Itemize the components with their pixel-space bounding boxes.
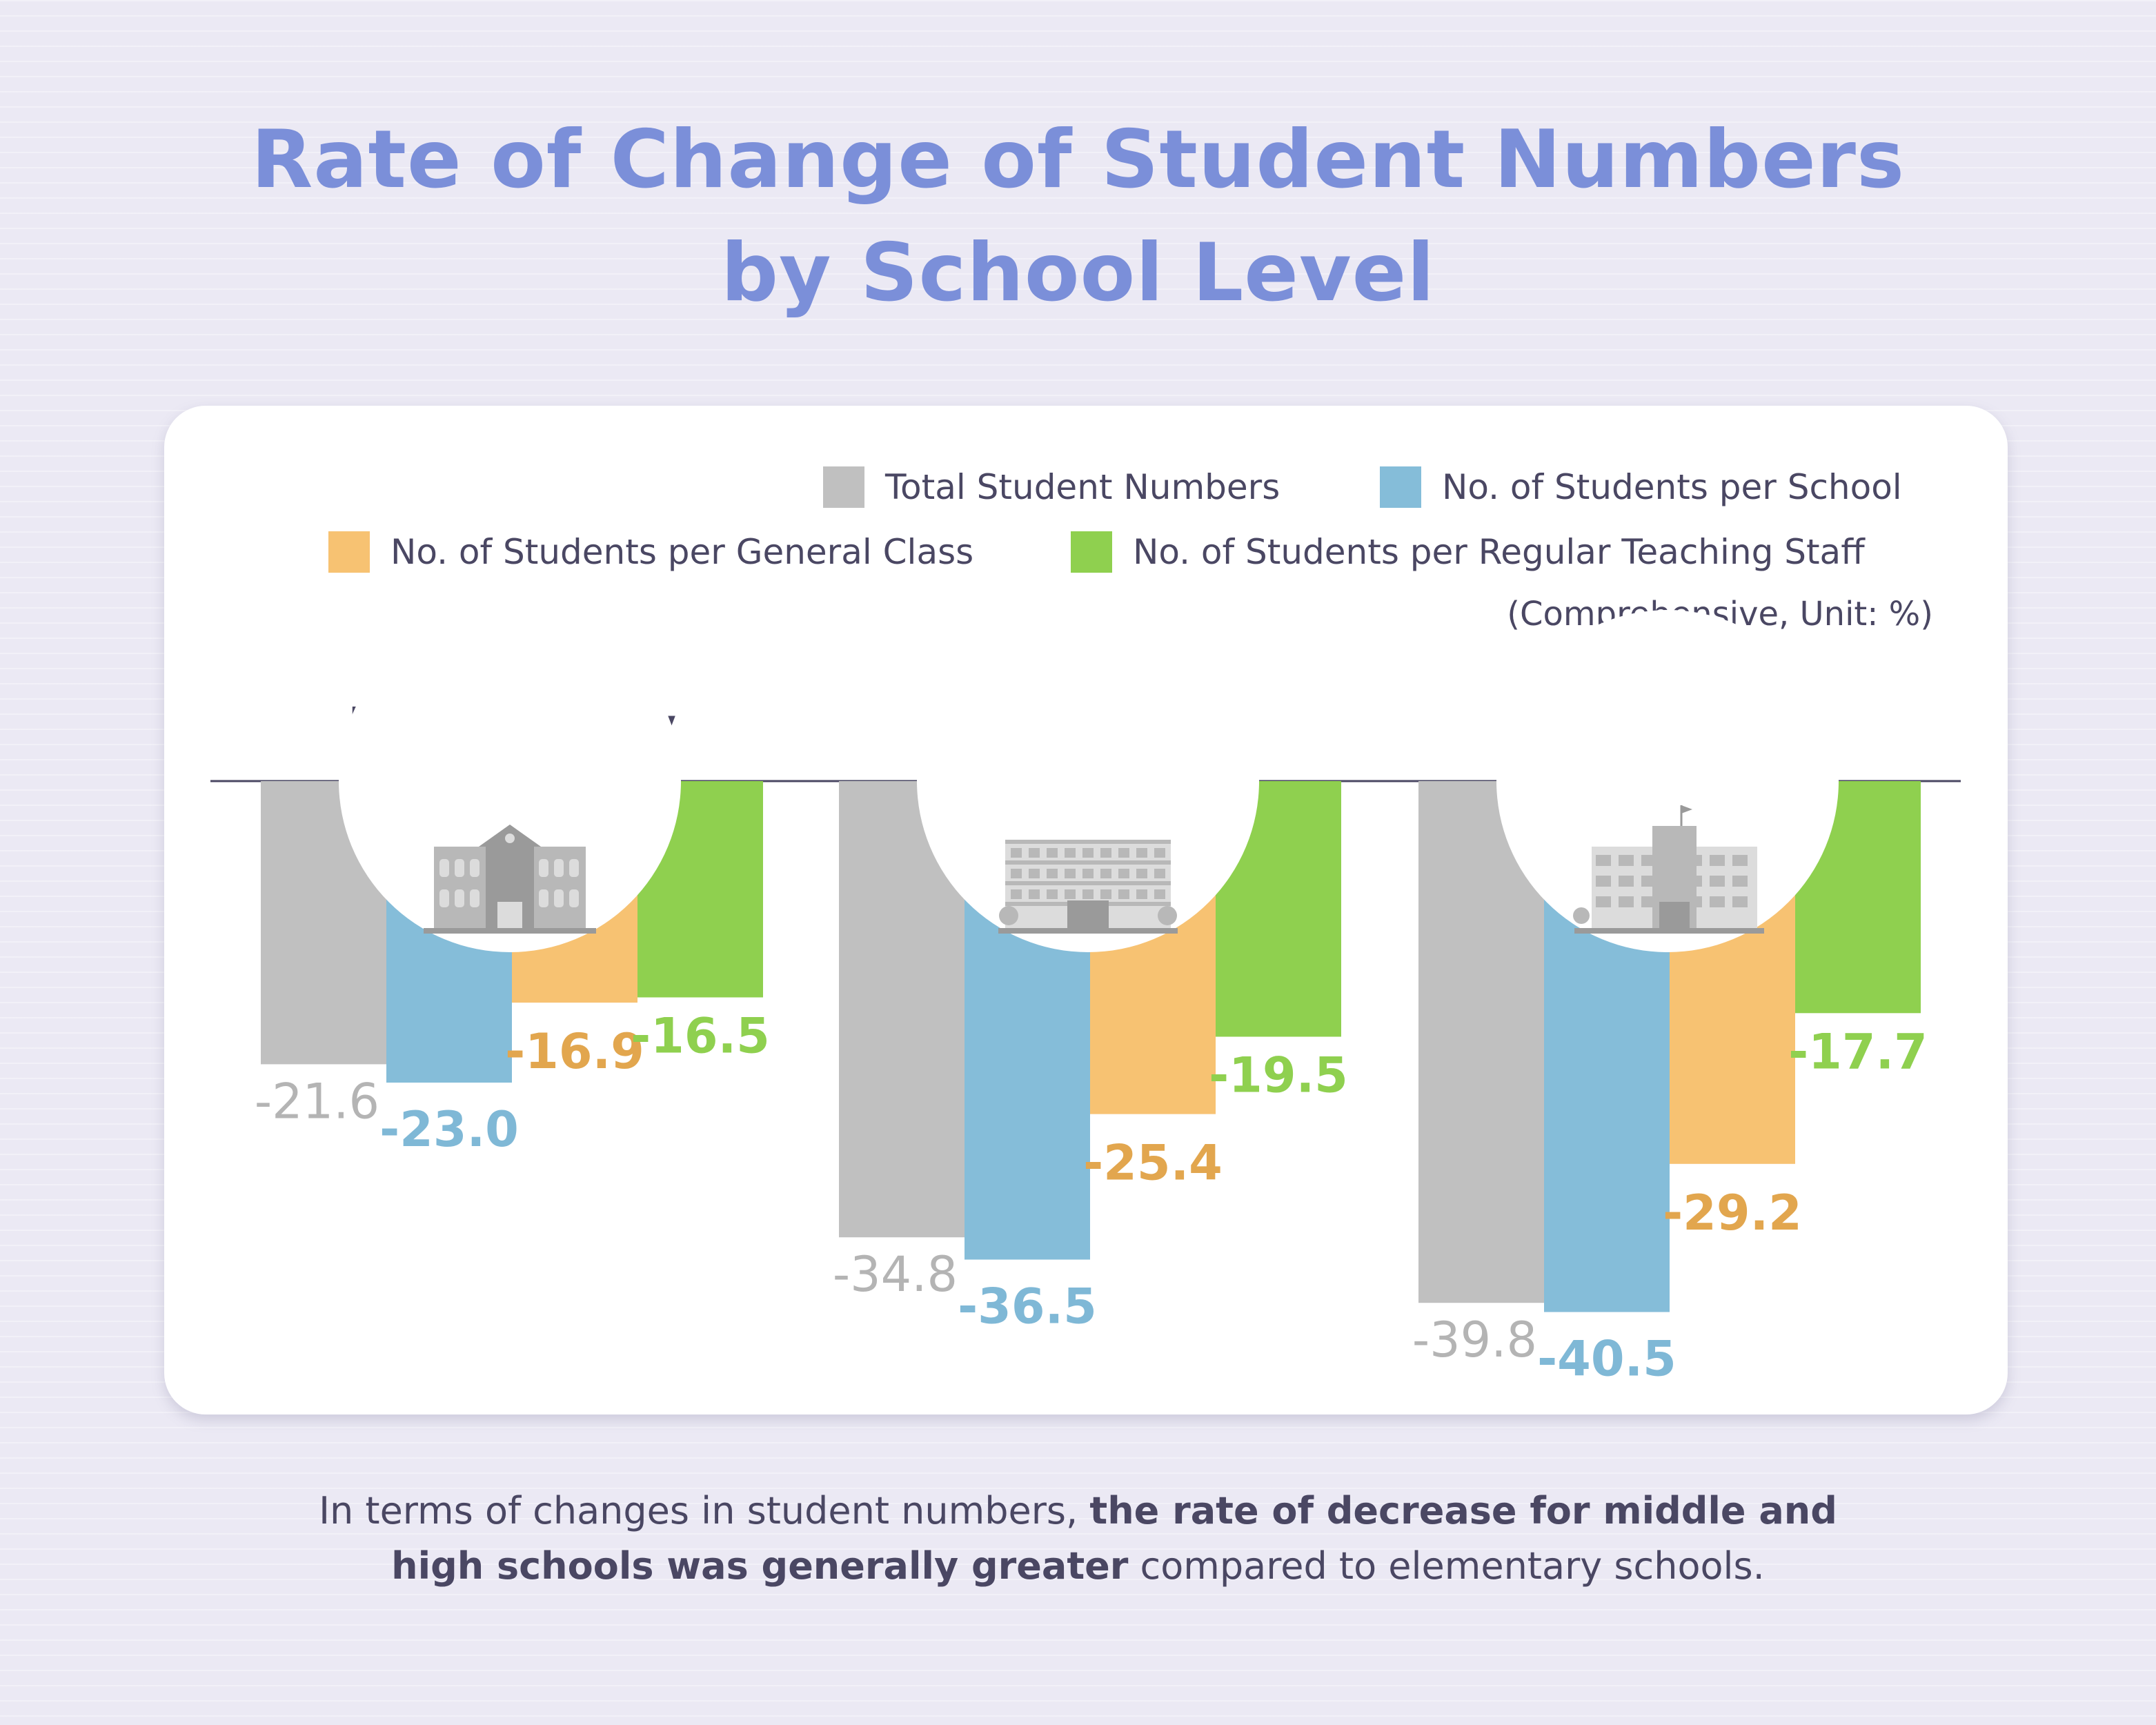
legend-swatch-total bbox=[823, 466, 864, 508]
footnote: In terms of changes in student numbers, … bbox=[0, 1483, 2156, 1594]
middle-school-building-icon bbox=[998, 840, 1178, 934]
footnote-line-1: In terms of changes in student numbers, … bbox=[0, 1483, 2156, 1539]
value-label-elementary-no-of-students-per-regular-teaching-staff: -16.5 bbox=[631, 1008, 770, 1065]
legend-label-total: Total Student Numbers bbox=[885, 467, 1280, 507]
icon-circle-middle bbox=[917, 610, 1259, 952]
legend-swatch-per-class bbox=[328, 531, 370, 573]
value-label-middle-no-of-students-per-regular-teaching-staff: -19.5 bbox=[1209, 1047, 1348, 1104]
value-label-elementary-total-student-numbers: -21.6 bbox=[255, 1073, 379, 1130]
value-label-elementary-no-of-students-per-school: -23.0 bbox=[379, 1101, 519, 1158]
legend-swatch-per-teacher bbox=[1071, 531, 1112, 573]
value-label-elementary-no-of-students-per-general-class: -16.9 bbox=[505, 1023, 644, 1080]
legend-swatch-per-school bbox=[1380, 466, 1421, 508]
legend-label-per-school: No. of Students per School bbox=[1442, 467, 1902, 507]
icon-circle-elementary bbox=[339, 610, 681, 952]
legend-item-total: Total Student Numbers bbox=[823, 465, 1280, 509]
high-school-building-icon bbox=[1573, 805, 1764, 934]
value-label-middle-no-of-students-per-school: -36.5 bbox=[958, 1279, 1097, 1335]
value-label-middle-no-of-students-per-general-class: -25.4 bbox=[1083, 1135, 1223, 1192]
chart-title-line-1: Rate of Change of Student Numbers bbox=[250, 113, 1906, 206]
value-label-high-total-student-numbers: -39.8 bbox=[1412, 1312, 1537, 1368]
legend-item-per-school: No. of Students per School bbox=[1380, 465, 1902, 509]
legend-item-per-class: No. of Students per General Class bbox=[328, 530, 973, 574]
footnote-line-2: high schools was generally greater compa… bbox=[0, 1539, 2156, 1594]
value-label-high-no-of-students-per-general-class: -29.2 bbox=[1663, 1185, 1802, 1241]
chart-title: Rate of Change of Student Numbers by Sch… bbox=[0, 103, 2156, 330]
footnote-text-2: compared to elementary schools. bbox=[1128, 1544, 1765, 1588]
footnote-bold-1: the rate of decrease for middle and bbox=[1089, 1489, 1837, 1532]
legend-item-per-teacher: No. of Students per Regular Teaching Sta… bbox=[1071, 530, 1865, 574]
footnote-bold-2: high schools was generally greater bbox=[391, 1544, 1129, 1588]
legend-label-per-teacher: No. of Students per Regular Teaching Sta… bbox=[1133, 532, 1865, 572]
chart-title-line-2: by School Level bbox=[720, 226, 1436, 319]
footnote-text-1: In terms of changes in student numbers, bbox=[319, 1489, 1090, 1532]
value-label-high-no-of-students-per-regular-teaching-staff: -17.7 bbox=[1788, 1023, 1928, 1080]
elementary-school-building-icon bbox=[424, 825, 596, 934]
legend-label-per-class: No. of Students per General Class bbox=[390, 532, 974, 572]
value-label-high-no-of-students-per-school: -40.5 bbox=[1537, 1331, 1677, 1388]
value-label-middle-total-student-numbers: -34.8 bbox=[833, 1246, 958, 1303]
